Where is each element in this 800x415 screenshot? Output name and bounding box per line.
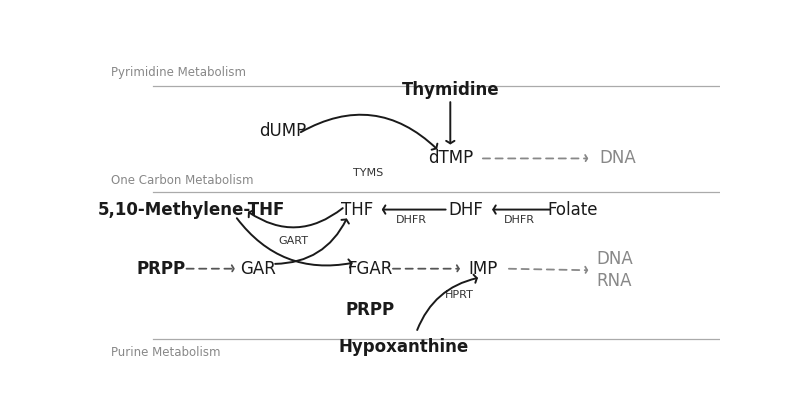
Text: GART: GART [278,236,309,246]
Text: DHF: DHF [448,200,483,219]
Text: DNA: DNA [596,250,633,268]
Text: DHFR: DHFR [504,215,534,225]
Text: FGAR: FGAR [347,260,392,278]
Text: Pyrimidine Metabolism: Pyrimidine Metabolism [111,66,246,79]
Text: DHFR: DHFR [396,215,426,225]
Text: dUMP: dUMP [259,122,306,140]
Text: PRPP: PRPP [345,301,394,319]
Text: GAR: GAR [240,260,276,278]
Text: IMP: IMP [469,260,498,278]
Text: THF: THF [341,200,374,219]
Text: RNA: RNA [597,273,632,290]
Text: One Carbon Metabolism: One Carbon Metabolism [111,174,254,187]
Text: Hypoxanthine: Hypoxanthine [338,338,469,356]
Text: dTMP: dTMP [428,149,473,167]
Text: PRPP: PRPP [136,260,186,278]
Text: TYMS: TYMS [354,168,383,178]
Text: 5,10-Methylene-THF: 5,10-Methylene-THF [98,200,286,219]
Text: DNA: DNA [599,149,636,167]
Text: Purine Metabolism: Purine Metabolism [111,346,221,359]
Text: Folate: Folate [547,200,598,219]
Text: HPRT: HPRT [445,290,474,300]
Text: Thymidine: Thymidine [402,81,499,99]
